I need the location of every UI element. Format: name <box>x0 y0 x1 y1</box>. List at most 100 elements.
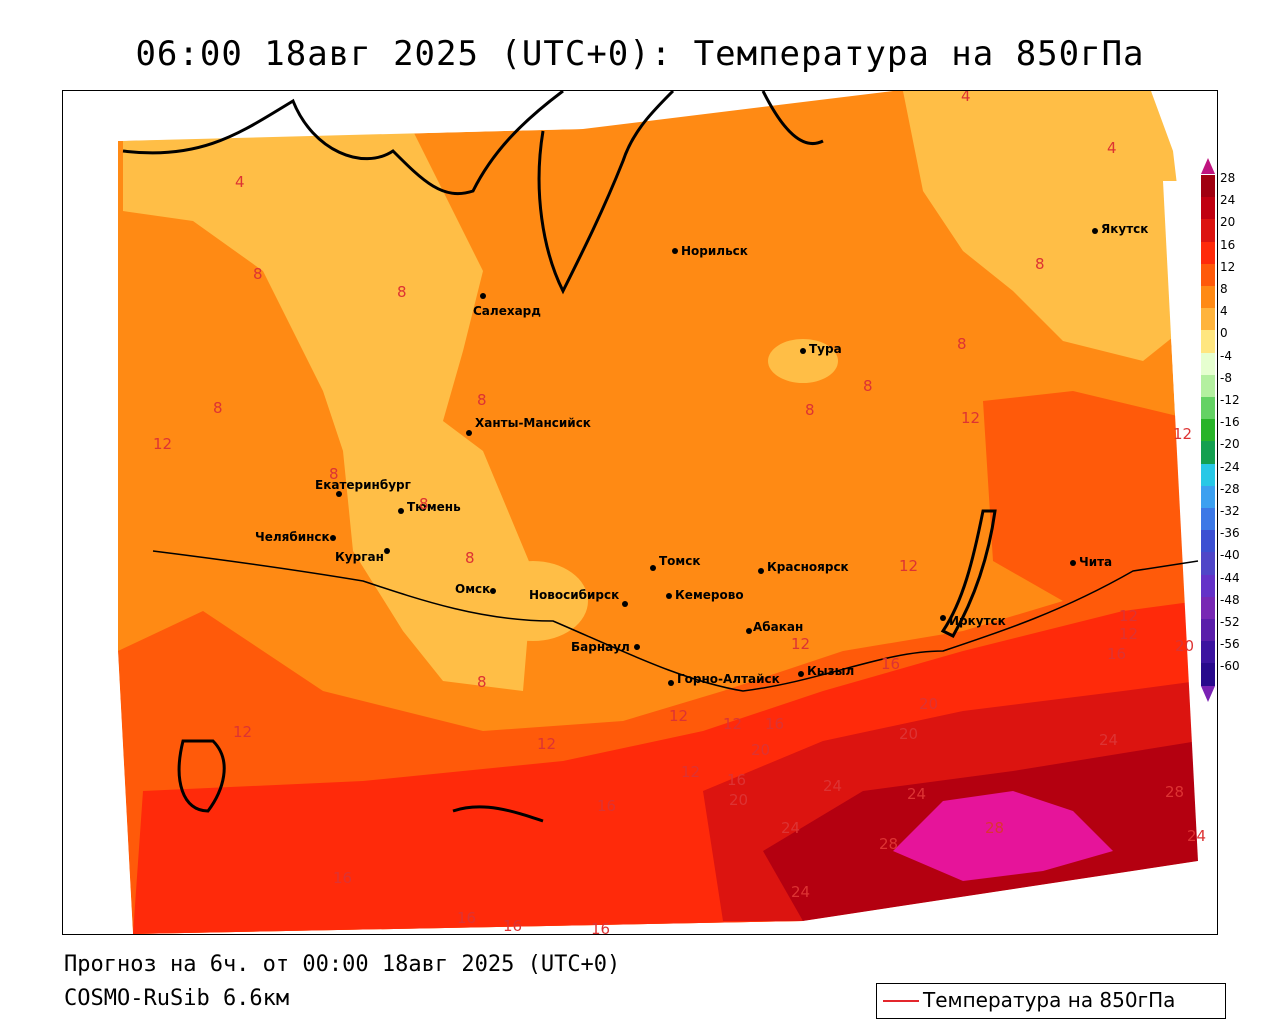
temperature-zone-28 <box>893 791 1113 881</box>
city-label-yakutsk: Якутск <box>1101 222 1148 236</box>
colorbar-tick-label: 4 <box>1220 304 1228 319</box>
isotherm-label: 8 <box>863 377 873 395</box>
isotherm-label: 20 <box>1175 637 1194 655</box>
lake-baikal <box>940 509 997 638</box>
isotherm-label: 8 <box>477 391 487 409</box>
isotherm-label: 8 <box>329 465 339 483</box>
city-label-chita: Чита <box>1079 555 1112 569</box>
city-label-abakan: Абакан <box>753 620 803 634</box>
colorbar-tick-label: -52 <box>1220 615 1240 629</box>
colorbar-segment <box>1201 286 1215 309</box>
forecast-line: Прогноз на 6ч. от 00:00 18авг 2025 (UTC+… <box>64 952 621 977</box>
city-label-krasnoyarsk: Красноярск <box>767 560 849 574</box>
colorbar-top-arrow <box>1201 158 1215 174</box>
isotherm-label: 8 <box>213 399 223 417</box>
colorbar-tick-label: -4 <box>1220 348 1232 363</box>
outside-domain-nw <box>63 91 583 141</box>
colorbar-tick-label: 0 <box>1220 326 1228 341</box>
city-label-barnaul: Барнаул <box>571 640 630 654</box>
city-label-kyzyl: Кызыл <box>807 664 854 678</box>
isotherm-label: 24 <box>791 883 810 901</box>
colorbar-segment <box>1201 197 1215 220</box>
isotherm-label: 12 <box>1119 607 1138 625</box>
colorbar-tick-label: -24 <box>1220 459 1240 474</box>
isotherm-label: 24 <box>781 819 800 837</box>
isotherm-label: 12 <box>153 435 172 453</box>
legend-box: Температура на 850гПа <box>876 983 1226 1019</box>
temperature-zone-tura-cool <box>768 339 838 383</box>
city-label-tomsk: Томск <box>659 554 701 568</box>
isotherm-label: 8 <box>477 673 487 691</box>
isotherm-label: 12 <box>791 635 810 653</box>
temperature-map: Норильск Салехард Тура Якутск Ханты-Манс… <box>63 91 1217 934</box>
colorbar-tick-label: -16 <box>1220 415 1240 430</box>
isotherm-label: 20 <box>919 695 938 713</box>
isotherm-label: 12 <box>537 735 556 753</box>
city-markers: Норильск Салехард Тура Якутск Ханты-Манс… <box>255 222 1148 686</box>
isotherm-label: 28 <box>879 835 898 853</box>
isotherm-label: 28 <box>1165 783 1184 801</box>
isotherm-label: 12 <box>233 723 252 741</box>
isotherm-label: 4 <box>235 173 245 191</box>
colorbar-segment <box>1201 175 1215 198</box>
isotherm-label: 4 <box>1107 139 1117 157</box>
map-title: 06:00 18авг 2025 (UTC+0): Температура на… <box>135 34 1145 74</box>
temperature-zone-northeast-cool <box>903 91 1193 361</box>
colorbar-tick-label: 24 <box>1220 193 1236 208</box>
isotherm-label: 12 <box>1119 625 1138 643</box>
isotherm-label: 16 <box>333 869 352 887</box>
colorbar-segment <box>1201 352 1215 375</box>
colorbar-tick-label: -60 <box>1220 659 1240 674</box>
outside-domain-se <box>803 861 1217 934</box>
lake-balkhash <box>452 805 544 823</box>
isotherm-label: 28 <box>985 819 1004 837</box>
colorbar-segment <box>1201 419 1215 442</box>
city-label-tyumen: Тюмень <box>407 500 461 514</box>
isotherm-label: 16 <box>765 715 784 733</box>
colorbar-segment <box>1201 552 1215 575</box>
isotherm-label: 12 <box>723 715 742 733</box>
city-label-tura: Тура <box>809 342 842 356</box>
colorbar-tick-label: 12 <box>1220 259 1236 274</box>
isotherm-label: 20 <box>751 741 770 759</box>
colorbar-segment <box>1201 596 1215 619</box>
temperature-zone-west-cool <box>123 131 533 691</box>
colorbar-segment <box>1201 574 1215 597</box>
city-label-omsk: Омск <box>455 582 490 596</box>
colorbar-tick-label: 20 <box>1220 215 1236 230</box>
legend-label: Температура на 850гПа <box>923 988 1176 1012</box>
model-line: COSMO-RuSib 6.6км <box>64 986 290 1011</box>
outside-domain-sw <box>63 651 133 934</box>
isotherm-label: 16 <box>727 771 746 789</box>
temperature-zone-east-warm <box>983 391 1198 601</box>
isotherm-label: 12 <box>899 557 918 575</box>
colorbar-tick-label: -20 <box>1220 437 1240 452</box>
colorbar-segment <box>1201 463 1215 486</box>
isotherm-label: 8 <box>397 283 407 301</box>
city-label-kurgan: Курган <box>335 550 384 564</box>
isotherm-label: 16 <box>503 917 522 934</box>
country-border <box>152 550 1199 692</box>
isotherm-label: 12 <box>1173 425 1192 443</box>
isotherm-label: 8 <box>1035 255 1045 273</box>
coastline-north <box>122 91 824 295</box>
isotherm-label: 24 <box>1099 731 1118 749</box>
colorbar-tick-label: 8 <box>1220 282 1228 296</box>
colorbar-tick-label: -56 <box>1220 637 1240 652</box>
colorbar-tick-label: -12 <box>1220 393 1240 407</box>
colorbar-segment <box>1201 485 1215 508</box>
city-label-norilsk: Норильск <box>681 244 748 258</box>
colorbar-tick-label: -48 <box>1220 592 1240 607</box>
isotherm-label: 20 <box>729 791 748 809</box>
isotherm-label: 24 <box>1187 827 1206 845</box>
colorbar-segment <box>1201 241 1215 264</box>
city-label-irkutsk: Иркутск <box>949 614 1006 628</box>
isotherm-label: 24 <box>823 777 842 795</box>
isotherm-label: 8 <box>253 265 263 283</box>
isotherm-label: 12 <box>961 409 980 427</box>
colorbar-tick-label: -36 <box>1220 526 1240 541</box>
city-label-gorno-altaysk: Горно-Алтайск <box>677 672 780 686</box>
isotherm-label: 16 <box>881 655 900 673</box>
city-label-novosibirsk: Новосибирск <box>529 588 619 602</box>
city-label-chelyabinsk: Челябинск <box>255 530 330 544</box>
